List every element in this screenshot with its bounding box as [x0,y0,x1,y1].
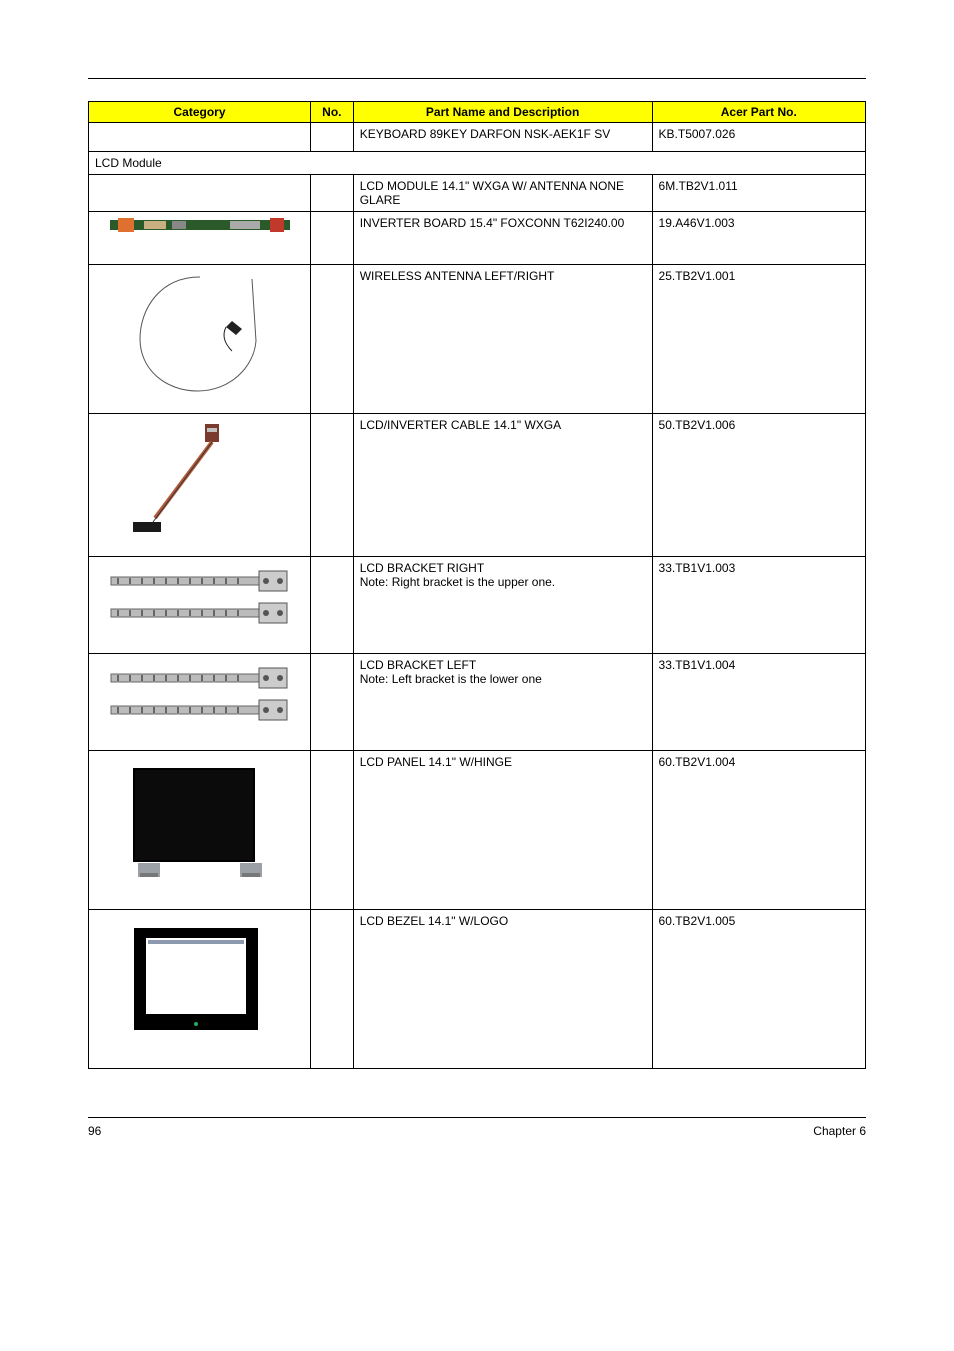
category-image-cell [89,751,311,910]
section-label: LCD Module [89,152,866,175]
category-image-cell [89,557,311,654]
desc-note: Note: Left bracket is the lower one [360,672,542,686]
desc-cell: WIRELESS ANTENNA LEFT/RIGHT [353,265,652,414]
desc-cell: LCD BRACKET RIGHT Note: Right bracket is… [353,557,652,654]
bracket-left-icon [105,658,295,728]
desc-title: LCD BRACKET LEFT [360,658,476,672]
page-number: 96 [88,1124,101,1138]
col-header-category: Category [89,102,311,123]
table-row: INVERTER BOARD 15.4" FOXCONN T62I240.00 … [89,212,866,265]
page-footer: 96 Chapter 6 [88,1117,866,1138]
col-header-desc: Part Name and Description [353,102,652,123]
desc-title: LCD BRACKET RIGHT [360,561,484,575]
no-cell [311,557,354,654]
inverter-board-icon [110,216,290,234]
lcd-panel-icon [120,755,280,885]
no-cell [311,910,354,1069]
table-row: KEYBOARD 89KEY DARFON NSK-AEK1F SV KB.T5… [89,123,866,152]
col-header-no: No. [311,102,354,123]
part-cell: 33.TB1V1.004 [652,654,865,751]
table-row: LCD MODULE 14.1" WXGA W/ ANTENNA NONE GL… [89,175,866,212]
no-cell [311,265,354,414]
category-image-cell [89,414,311,557]
col-header-part: Acer Part No. [652,102,865,123]
chapter-label: Chapter 6 [813,1124,866,1138]
desc-cell: KEYBOARD 89KEY DARFON NSK-AEK1F SV [353,123,652,152]
table-row: WIRELESS ANTENNA LEFT/RIGHT 25.TB2V1.001 [89,265,866,414]
no-cell [311,654,354,751]
section-row: LCD Module [89,152,866,175]
bracket-right-icon [105,561,295,631]
part-cell: KB.T5007.026 [652,123,865,152]
part-cell: 25.TB2V1.001 [652,265,865,414]
no-cell [311,123,354,152]
desc-cell: LCD BRACKET LEFT Note: Left bracket is t… [353,654,652,751]
parts-table: Category No. Part Name and Description A… [88,101,866,1069]
no-cell [311,212,354,265]
table-row: LCD PANEL 14.1" W/HINGE 60.TB2V1.004 [89,751,866,910]
category-image-cell [89,212,311,265]
desc-cell: LCD PANEL 14.1" W/HINGE [353,751,652,910]
wireless-antenna-icon [130,269,270,399]
category-image-cell [89,175,311,212]
category-image-cell [89,123,311,152]
no-cell [311,751,354,910]
table-row: LCD BRACKET RIGHT Note: Right bracket is… [89,557,866,654]
no-cell [311,175,354,212]
no-cell [311,414,354,557]
part-cell: 6M.TB2V1.011 [652,175,865,212]
table-header-row: Category No. Part Name and Description A… [89,102,866,123]
table-row: LCD BEZEL 14.1" W/LOGO 60.TB2V1.005 [89,910,866,1069]
desc-cell: INVERTER BOARD 15.4" FOXCONN T62I240.00 [353,212,652,265]
desc-cell: LCD MODULE 14.1" WXGA W/ ANTENNA NONE GL… [353,175,652,212]
part-cell: 19.A46V1.003 [652,212,865,265]
desc-note: Note: Right bracket is the upper one. [360,575,555,589]
part-cell: 33.TB1V1.003 [652,557,865,654]
category-image-cell [89,910,311,1069]
category-image-cell [89,265,311,414]
part-cell: 60.TB2V1.005 [652,910,865,1069]
table-row: LCD/INVERTER CABLE 14.1" WXGA 50.TB2V1.0… [89,414,866,557]
lcd-bezel-icon [120,914,280,1044]
part-cell: 50.TB2V1.006 [652,414,865,557]
header-rule [88,78,866,79]
desc-cell: LCD BEZEL 14.1" W/LOGO [353,910,652,1069]
desc-cell: LCD/INVERTER CABLE 14.1" WXGA [353,414,652,557]
part-cell: 60.TB2V1.004 [652,751,865,910]
lcd-cable-icon [125,418,275,538]
table-row: LCD BRACKET LEFT Note: Left bracket is t… [89,654,866,751]
category-image-cell [89,654,311,751]
